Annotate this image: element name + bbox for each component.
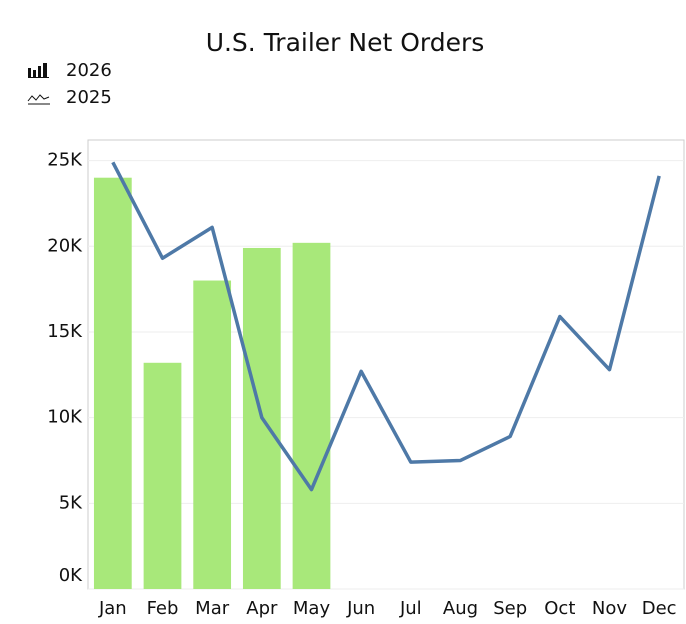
x-tick-label: May — [293, 598, 331, 619]
x-tick-label: Nov — [592, 598, 627, 619]
y-tick-label: 0K — [59, 565, 83, 586]
y-tick-label: 5K — [59, 492, 83, 513]
chart-title: U.S. Trailer Net Orders — [206, 28, 485, 57]
bar — [292, 242, 331, 589]
x-tick-label: Aug — [443, 598, 478, 619]
x-tick-label: Apr — [246, 598, 278, 619]
bar — [143, 362, 182, 589]
x-tick-label: Dec — [642, 598, 677, 619]
bar — [193, 280, 232, 589]
bar — [93, 177, 132, 590]
legend-line-icon — [27, 94, 50, 105]
x-tick-label: Mar — [195, 598, 230, 619]
x-tick-label: Sep — [493, 598, 527, 619]
x-tick-label: Oct — [544, 598, 575, 619]
y-tick-label: 15K — [47, 321, 83, 342]
legend-bar-icon — [28, 63, 49, 78]
line — [111, 161, 661, 492]
x-tick-label: Feb — [147, 598, 179, 619]
x-tick-label: Jul — [399, 598, 422, 619]
y-tick-label: 10K — [47, 407, 83, 428]
legend-label: 2025 — [66, 87, 112, 108]
x-tick-label: Jan — [98, 598, 127, 619]
y-tick-label: 20K — [47, 235, 83, 256]
legend: 2026 2025 — [27, 60, 112, 108]
legend-label: 2026 — [66, 60, 112, 81]
x-tick-label: Jun — [346, 598, 375, 619]
y-tick-label: 25K — [47, 150, 83, 171]
